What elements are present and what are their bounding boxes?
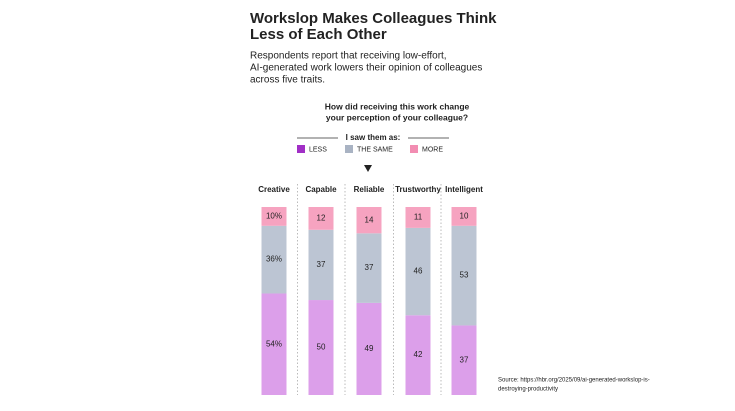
bar-segment: [356, 302, 382, 395]
bar-segment: [405, 315, 431, 395]
bar-segment: [261, 293, 287, 395]
chart-title: Workslop Makes Colleagues Think: [250, 10, 497, 27]
chart-subtitle: Respondents report that receiving low-ef…: [250, 51, 447, 62]
bar-segment: [308, 207, 334, 230]
chart-subtitle: across five traits.: [250, 75, 325, 86]
value-label: 37: [365, 263, 374, 272]
value-label: 42: [414, 350, 423, 359]
value-label: 50: [317, 343, 326, 352]
value-label: 10: [460, 212, 469, 221]
category-label: Intelligent: [445, 185, 483, 194]
bar-segment: [356, 233, 382, 303]
chart-title: Less of Each Other: [250, 26, 387, 43]
category-label: Creative: [258, 185, 290, 194]
legend-label: MORE: [422, 146, 443, 153]
legend-title: I saw them as:: [346, 133, 401, 142]
bar-segment: [451, 325, 477, 395]
legend-swatch: [410, 145, 418, 153]
source-note: Source: https://hbr.org/2025/09/ai-gener…: [498, 378, 650, 384]
category-label: Trustworthy: [395, 185, 441, 194]
value-label: 11: [414, 213, 423, 222]
bar-segment: [308, 229, 334, 301]
bar-segment: [308, 300, 334, 395]
value-label: 14: [365, 215, 374, 224]
bar-segment: [405, 227, 431, 316]
legend-label: THE SAME: [357, 146, 393, 153]
chart-subtitle: AI-generated work lowers their opinion o…: [250, 63, 482, 74]
legend-swatch: [345, 145, 353, 153]
bar-segment: [451, 207, 477, 226]
legend-swatch: [297, 145, 305, 153]
bar-segment: [451, 225, 477, 326]
bar-segment: [356, 207, 382, 234]
value-label: 49: [365, 344, 374, 353]
value-label: 37: [317, 260, 326, 269]
category-label: Reliable: [354, 185, 385, 194]
value-label: 46: [414, 267, 423, 276]
category-label: Capable: [305, 185, 337, 194]
bar-segment: [261, 207, 287, 226]
question: How did receiving this work change: [325, 101, 470, 111]
value-label: 12: [317, 214, 326, 223]
pointer-triangle: [364, 165, 372, 172]
value-label: 10%: [266, 212, 282, 221]
question: your perception of your colleague?: [326, 112, 468, 122]
legend-label: LESS: [309, 146, 327, 153]
source-note: destroying-productivity: [498, 387, 558, 393]
value-label: 54%: [266, 339, 282, 348]
value-label: 53: [460, 271, 469, 280]
value-label: 36%: [266, 255, 282, 264]
bar-segment: [261, 225, 287, 294]
value-label: 37: [460, 355, 469, 364]
bar-segment: [405, 207, 431, 228]
